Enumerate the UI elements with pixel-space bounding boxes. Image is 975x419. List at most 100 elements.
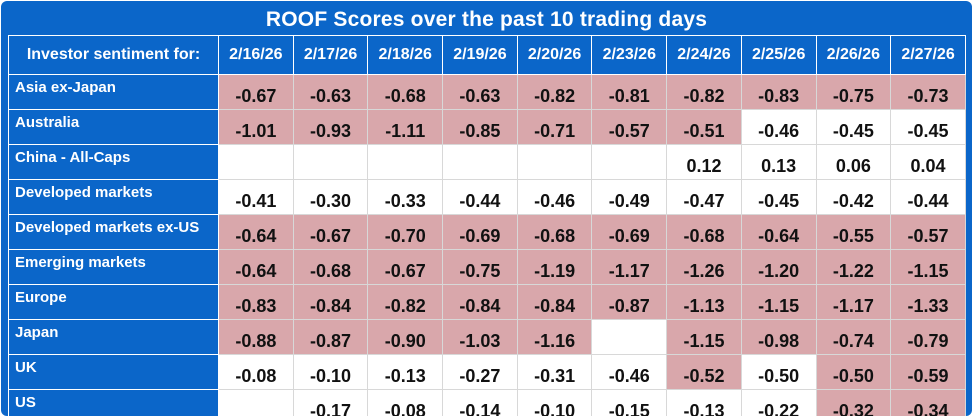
column-header: 2/19/26	[442, 35, 518, 75]
score-cell: -0.55	[815, 214, 892, 250]
score-cell: -0.75	[815, 74, 892, 110]
column-header: 2/17/26	[292, 35, 369, 75]
score-cell: -1.16	[516, 319, 593, 355]
row-label: Europe	[8, 284, 219, 320]
score-cell: -0.83	[218, 284, 294, 320]
score-cell: -1.15	[890, 249, 966, 285]
score-cell	[591, 144, 668, 180]
score-cell: -0.88	[218, 319, 294, 355]
score-cell: -0.42	[815, 179, 892, 215]
column-header: 2/16/26	[218, 35, 294, 75]
score-cell: -0.71	[516, 109, 593, 145]
score-cell: 0.04	[890, 144, 966, 180]
score-cell: -0.59	[890, 354, 966, 390]
score-cell: -0.70	[367, 214, 444, 250]
column-header: 2/25/26	[740, 35, 817, 75]
score-cell: -1.22	[815, 249, 892, 285]
score-cell: -0.68	[292, 249, 369, 285]
score-cell: -1.33	[890, 284, 966, 320]
score-cell: -0.32	[815, 389, 892, 416]
column-header: 2/20/26	[516, 35, 593, 75]
score-cell: -1.11	[367, 109, 444, 145]
score-cell: -0.75	[442, 249, 518, 285]
score-cell: -0.98	[740, 319, 817, 355]
score-cell: -1.15	[666, 319, 742, 355]
score-cell: -0.57	[890, 214, 966, 250]
score-cell: -1.03	[442, 319, 518, 355]
row-label: Australia	[8, 109, 219, 145]
row-label: Developed markets ex-US	[8, 214, 219, 250]
table-row: Emerging markets -0.64 -0.68 -0.67 -0.75 -1.1…	[8, 249, 966, 285]
score-cell: -0.44	[890, 179, 966, 215]
score-cell: -0.68	[367, 74, 444, 110]
score-cell	[292, 144, 369, 180]
table-row: US -0.17 -0.08 -0.14 -0.10 -0.15 -0.13 -0.22 -0.…	[8, 389, 966, 416]
score-cell: -0.82	[666, 74, 742, 110]
table-row: Australia -1.01 -0.93 -1.11 -0.85 -0.71 -0.57-…	[8, 109, 966, 145]
score-cell: -0.69	[442, 214, 518, 250]
score-cell: -0.50	[815, 354, 892, 390]
score-cell: -0.93	[292, 109, 369, 145]
score-cell: -0.50	[740, 354, 817, 390]
score-cell: -0.45	[890, 109, 966, 145]
score-cell: -0.67	[292, 214, 369, 250]
score-cell: -1.13	[666, 284, 742, 320]
score-cell: -0.52	[666, 354, 742, 390]
score-cell: -0.84	[516, 284, 593, 320]
score-cell: -1.15	[740, 284, 817, 320]
table-row: UK -0.08 -0.10 -0.13 -0.27 -0.31 -0.46 -0.52 -0.…	[8, 354, 966, 390]
score-cell: -0.30	[292, 179, 369, 215]
score-cell: -1.01	[218, 109, 294, 145]
score-cell: -0.10	[516, 389, 593, 416]
score-cell	[591, 319, 668, 355]
score-cell: -0.46	[740, 109, 817, 145]
score-cell: -0.34	[890, 389, 966, 416]
score-cell	[442, 144, 518, 180]
score-cell: -0.47	[666, 179, 742, 215]
table-row: Developed markets ex-US -0.64 -0.67 -0.70 -0…	[8, 214, 966, 250]
score-cell: -0.68	[516, 214, 593, 250]
score-cell	[218, 144, 294, 180]
score-cell: -0.45	[815, 109, 892, 145]
score-cell: -0.85	[442, 109, 518, 145]
row-label: Asia ex-Japan	[8, 74, 219, 110]
score-cell: -0.49	[591, 179, 668, 215]
score-cell: 0.13	[740, 144, 817, 180]
score-cell: -1.17	[815, 284, 892, 320]
score-cell: -0.63	[442, 74, 518, 110]
score-cell: 0.06	[815, 144, 892, 180]
column-header: 2/27/26	[890, 35, 966, 75]
score-cell: -0.67	[218, 74, 294, 110]
score-cell: -0.14	[442, 389, 518, 416]
score-cell: -0.74	[815, 319, 892, 355]
score-cell: -0.90	[367, 319, 444, 355]
score-cell: -0.46	[516, 179, 593, 215]
score-cell: -0.68	[666, 214, 742, 250]
score-cell: -0.64	[740, 214, 817, 250]
score-cell: -0.87	[591, 284, 668, 320]
column-header: 2/23/26	[591, 35, 668, 75]
column-header: 2/18/26	[367, 35, 444, 75]
score-cell: -0.69	[591, 214, 668, 250]
score-cell: -1.17	[591, 249, 668, 285]
table-row: Japan -0.88 -0.87 -0.90 -1.03 -1.16 -1.15 -0.98…	[8, 319, 966, 355]
score-cell: -0.46	[591, 354, 668, 390]
score-cell: -1.19	[516, 249, 593, 285]
score-cell	[218, 389, 294, 416]
score-cell: -0.63	[292, 74, 369, 110]
score-cell: -0.84	[442, 284, 518, 320]
score-cell: -0.17	[292, 389, 369, 416]
score-cell: -0.51	[666, 109, 742, 145]
score-cell: 0.12	[666, 144, 742, 180]
score-cell: -0.57	[591, 109, 668, 145]
score-cell: -0.82	[516, 74, 593, 110]
score-cell: -0.08	[367, 389, 444, 416]
score-cell: -0.81	[591, 74, 668, 110]
row-label: UK	[8, 354, 219, 390]
score-cell: -0.83	[740, 74, 817, 110]
row-label: China - All-Caps	[8, 144, 219, 180]
score-cell	[516, 144, 593, 180]
score-cell: -0.82	[367, 284, 444, 320]
score-cell: -0.22	[740, 389, 817, 416]
